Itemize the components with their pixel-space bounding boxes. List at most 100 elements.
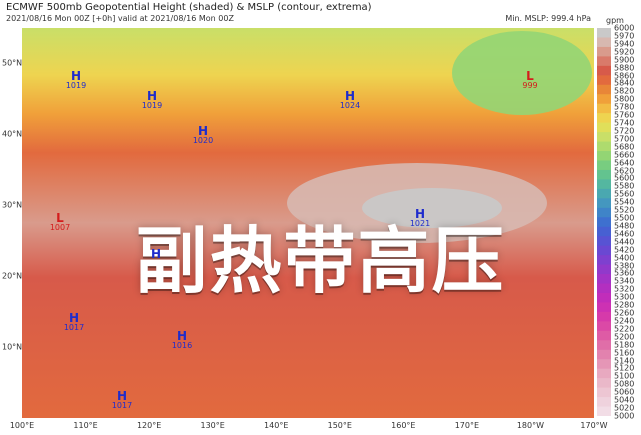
colorbar-label: 5220 xyxy=(614,324,635,334)
colorbar-label: 5780 xyxy=(614,102,635,112)
colorbar-label: 5580 xyxy=(614,181,635,191)
colorbar-label: 5900 xyxy=(614,55,635,65)
extrema-symbol: H xyxy=(146,89,158,103)
colorbar-swatch xyxy=(597,75,611,86)
colorbar-swatch xyxy=(597,160,611,171)
colorbar-swatch xyxy=(597,188,611,199)
low-pressure-center: L 1007 xyxy=(50,212,70,232)
y-tick-label: 10°N xyxy=(2,342,23,352)
colorbar-label: 5840 xyxy=(614,78,635,88)
colorbar-swatch xyxy=(597,65,611,76)
x-tick-label: 130°E xyxy=(200,421,225,430)
colorbar-label: 5540 xyxy=(614,197,635,207)
colorbar-label: 5420 xyxy=(614,245,635,255)
colorbar-swatch xyxy=(597,141,611,152)
colorbar-swatch xyxy=(597,56,611,67)
colorbar-swatch xyxy=(597,169,611,180)
colorbar-label: 5040 xyxy=(614,395,635,405)
colorbar-label: 5240 xyxy=(614,316,635,326)
low-trough xyxy=(452,31,592,115)
colorbar-label: 5520 xyxy=(614,205,635,215)
extrema-value: 1019 xyxy=(141,101,163,110)
header: ECMWF 500mb Geopotential Height (shaded)… xyxy=(6,2,566,23)
colorbar-label: 5560 xyxy=(614,189,635,199)
valid-time: 2021/08/16 Mon 00Z [+0h] valid at 2021/0… xyxy=(6,14,234,23)
colorbar-label: 5500 xyxy=(614,213,635,223)
colorbar-swatch xyxy=(597,397,611,408)
colorbar-label: 5720 xyxy=(614,126,635,136)
high-pressure-center: H 1017 xyxy=(64,312,84,332)
colorbar-label: 5120 xyxy=(614,363,635,373)
colorbar-swatch xyxy=(597,113,611,124)
extrema-value: 1019 xyxy=(65,81,87,90)
colorbar-label: 5680 xyxy=(614,142,635,152)
colorbar-label: 5760 xyxy=(614,110,635,120)
y-tick-label: 40°N xyxy=(2,129,23,139)
high-pressure-center: H 1019 xyxy=(142,90,162,110)
colorbar-label: 5200 xyxy=(614,332,635,342)
colorbar-swatch xyxy=(597,292,611,303)
colorbar-label: 5920 xyxy=(614,47,635,57)
colorbar-label: 5300 xyxy=(614,292,635,302)
colorbar-swatch xyxy=(597,179,611,190)
colorbar-label: 5080 xyxy=(614,379,635,389)
colorbar-swatch xyxy=(597,406,611,416)
colorbar-label: 5700 xyxy=(614,134,635,144)
colorbar-swatch xyxy=(597,84,611,95)
colorbar-swatch xyxy=(597,151,611,161)
colorbar-label: 5100 xyxy=(614,371,635,381)
colorbar-swatch xyxy=(597,37,611,48)
high-pressure-center: H xyxy=(151,248,161,260)
overlay-title: 副热带高压 xyxy=(135,219,506,303)
colorbar-swatch xyxy=(597,46,611,57)
colorbar-swatch xyxy=(597,217,611,228)
colorbar-label: 5740 xyxy=(614,118,635,128)
y-tick-label: 20°N xyxy=(2,271,23,281)
colorbar xyxy=(597,28,611,416)
colorbar-label: 5060 xyxy=(614,387,635,397)
colorbar-swatch xyxy=(597,274,611,285)
colorbar-label: 5160 xyxy=(614,348,635,358)
extrema-value: 999 xyxy=(522,81,538,90)
colorbar-label: 6000 xyxy=(614,23,635,33)
colorbar-swatch xyxy=(597,311,611,322)
colorbar-label: 5000 xyxy=(614,411,635,421)
extrema-symbol: H xyxy=(68,311,80,325)
y-tick-label: 50°N xyxy=(2,58,23,68)
colorbar-label: 5480 xyxy=(614,221,635,231)
colorbar-swatch xyxy=(597,198,611,209)
x-tick-label: 170°W xyxy=(580,421,608,430)
colorbar-label: 5460 xyxy=(614,229,635,239)
extrema-symbol: H xyxy=(70,69,82,83)
colorbar-label: 5940 xyxy=(614,39,635,49)
extrema-symbol: H xyxy=(116,389,128,403)
colorbar-unit: gpm xyxy=(606,16,624,25)
high-pressure-center: H 1019 xyxy=(66,70,86,90)
colorbar-swatch xyxy=(597,122,611,133)
x-tick-label: 180°W xyxy=(516,421,545,430)
x-tick-label: 150°E xyxy=(327,421,352,430)
colorbar-label: 5260 xyxy=(614,308,635,318)
colorbar-swatch xyxy=(597,94,611,105)
extrema-symbol: H xyxy=(197,124,209,138)
colorbar-swatch xyxy=(597,245,611,256)
colorbar-label: 5800 xyxy=(614,94,635,104)
x-tick-label: 170°E xyxy=(454,421,480,430)
colorbar-label: 5640 xyxy=(614,158,635,168)
colorbar-label: 5440 xyxy=(614,237,635,247)
colorbar-label: 5020 xyxy=(614,403,635,413)
x-tick-label: 160°E xyxy=(391,421,416,430)
extrema-value: 1021 xyxy=(409,219,431,228)
colorbar-swatch xyxy=(597,349,611,360)
x-tick-label: 100°E xyxy=(9,421,35,430)
extrema-value: 1024 xyxy=(339,101,361,110)
chart-title: ECMWF 500mb Geopotential Height (shaded)… xyxy=(6,2,372,13)
extrema-value: 1017 xyxy=(63,323,85,332)
colorbar-label: 5400 xyxy=(614,253,635,263)
colorbar-swatch xyxy=(597,264,611,275)
map-panel xyxy=(22,28,594,418)
colorbar-label: 5340 xyxy=(614,276,635,286)
extrema-symbol: H xyxy=(176,329,188,343)
colorbar-swatch xyxy=(597,302,611,313)
extrema-symbol: H xyxy=(150,247,162,261)
